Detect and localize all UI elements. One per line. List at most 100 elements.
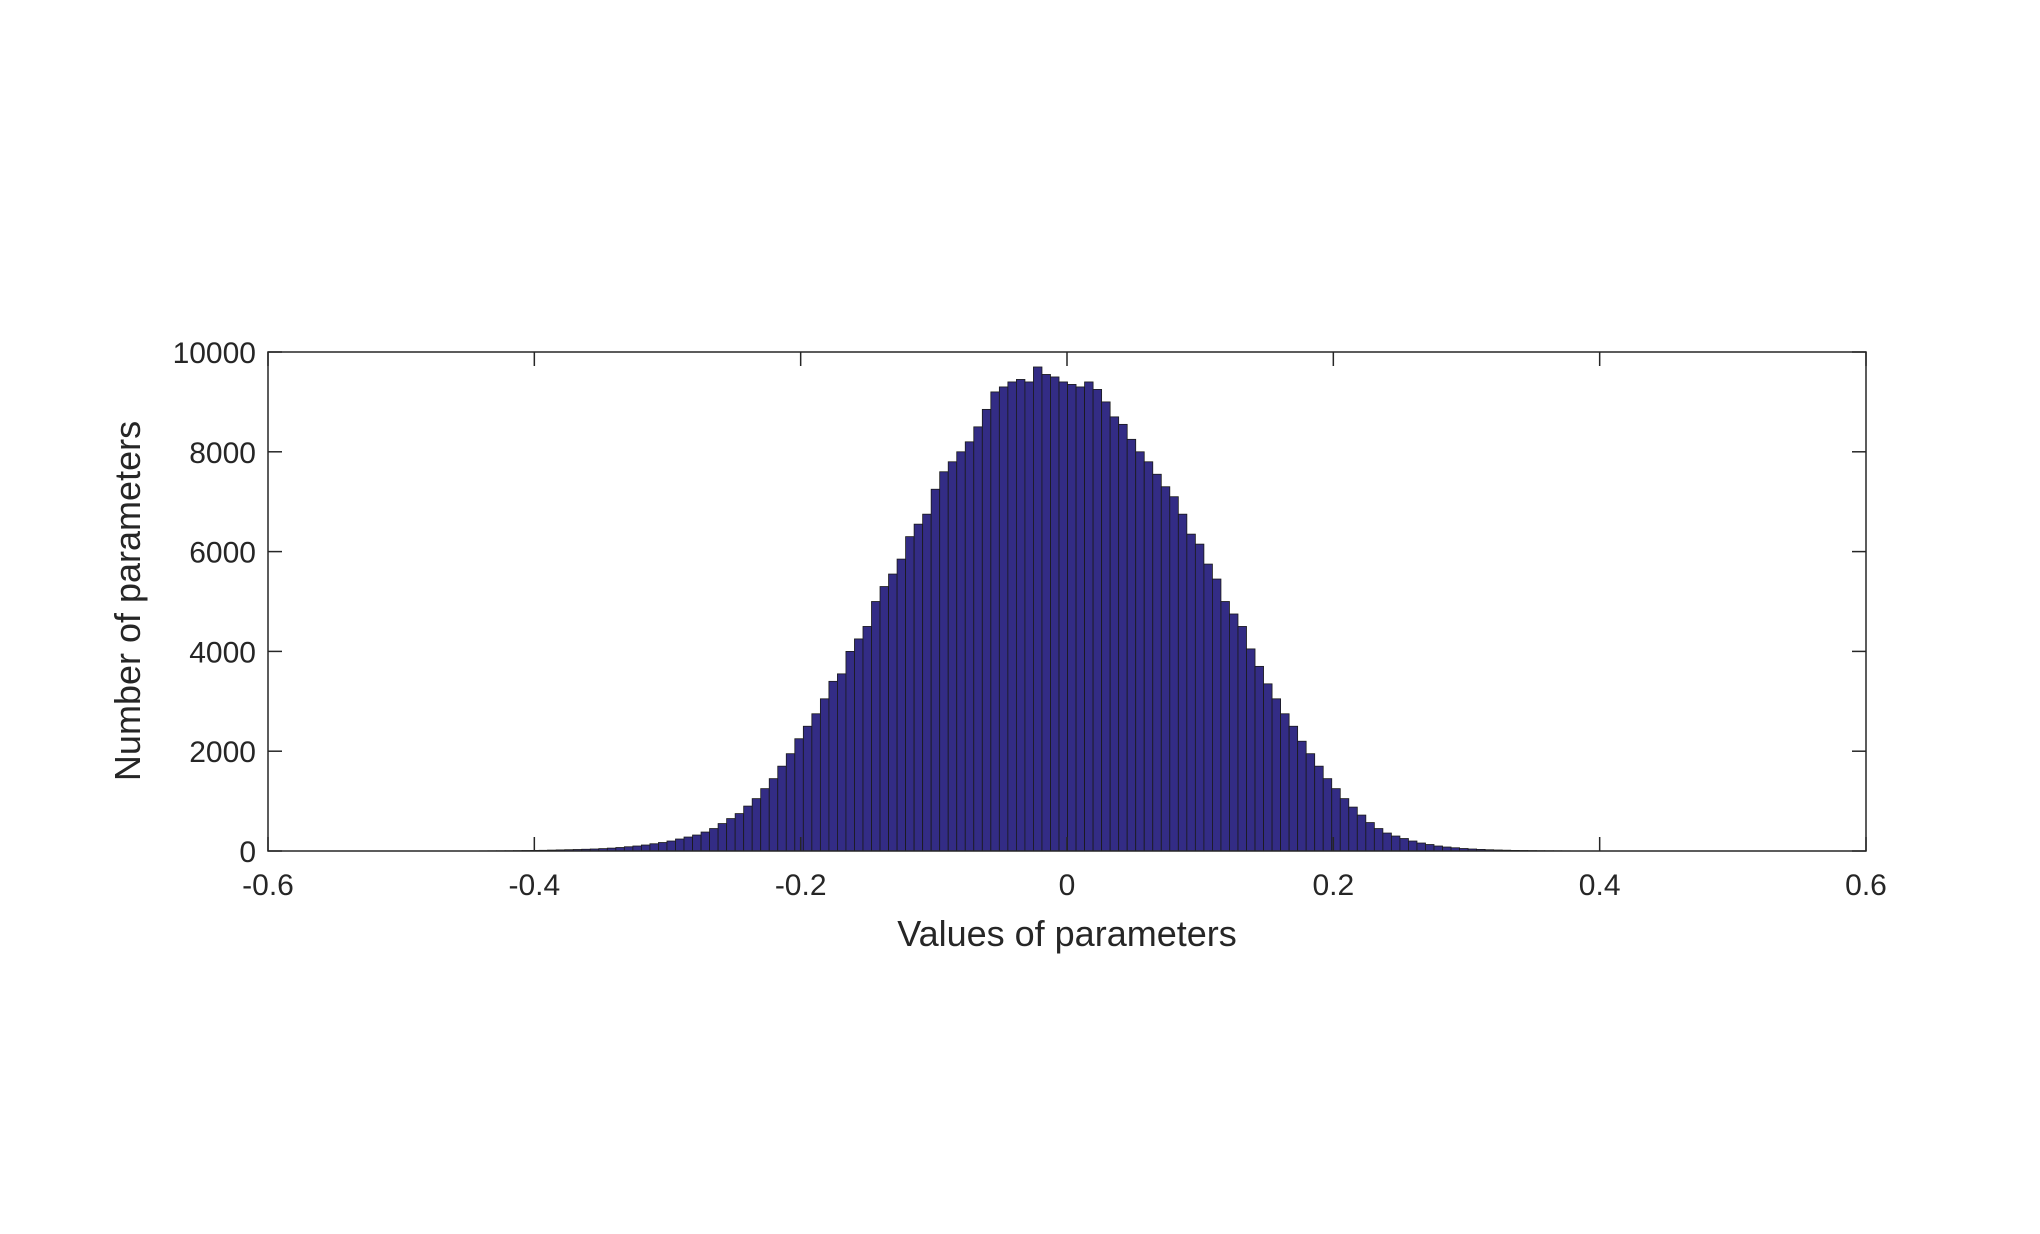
histogram-bar xyxy=(1314,765,1324,852)
histogram-bar xyxy=(649,843,659,852)
histogram-bar xyxy=(1084,381,1094,852)
histogram-bar xyxy=(1092,389,1103,852)
x-tick-label: 0 xyxy=(1059,869,1076,902)
histogram-bar xyxy=(1007,381,1017,852)
histogram-bar xyxy=(973,426,983,852)
histogram-bar xyxy=(692,834,702,852)
x-tick-label: -0.4 xyxy=(508,869,560,902)
y-tick-label: 4000 xyxy=(189,636,256,669)
histogram-bar xyxy=(1220,601,1230,852)
histogram-bar xyxy=(828,680,838,852)
x-tick-label: 0.2 xyxy=(1312,869,1354,902)
histogram-bar xyxy=(1425,844,1435,852)
histogram-bar xyxy=(1067,384,1077,852)
histogram-bar xyxy=(768,778,779,852)
histogram-bar xyxy=(1271,698,1281,852)
histogram-bar xyxy=(1160,486,1171,852)
histogram-bar xyxy=(1288,725,1299,852)
histogram-bar xyxy=(837,673,847,852)
histogram-bar xyxy=(1126,438,1137,852)
histogram-bar xyxy=(819,698,830,852)
histogram-bar xyxy=(709,828,719,852)
histogram-bar xyxy=(1339,798,1350,852)
histogram-bar xyxy=(1254,665,1264,852)
histogram-bar xyxy=(1356,814,1367,852)
histogram-bar xyxy=(1152,473,1162,852)
histogram-bar xyxy=(1203,563,1213,852)
histogram-bar xyxy=(888,573,898,852)
y-tick-label: 6000 xyxy=(189,537,256,570)
x-tick-label: 0.6 xyxy=(1845,869,1887,902)
x-axis-title: Values of parameters xyxy=(897,913,1237,954)
histogram-bar xyxy=(1101,401,1111,852)
histogram-bar xyxy=(964,441,975,852)
histogram-bar xyxy=(1177,513,1188,852)
histogram-bar xyxy=(802,725,813,852)
histogram-bar xyxy=(1135,451,1145,852)
histogram-bar xyxy=(1263,683,1273,852)
histogram-bar xyxy=(1024,381,1034,852)
histogram-bar xyxy=(1041,374,1051,852)
histogram-bar xyxy=(922,513,932,852)
histogram-bar xyxy=(751,798,762,852)
histogram-bar xyxy=(1408,840,1418,852)
histogram-bar xyxy=(777,765,787,852)
histogram-bar xyxy=(1322,778,1333,852)
y-axis-title: Number of parameters xyxy=(107,421,148,781)
histogram-bar xyxy=(1033,366,1043,852)
histogram-bar xyxy=(1373,828,1384,852)
histogram-bar xyxy=(1416,842,1426,852)
histogram-bar xyxy=(879,586,889,852)
histogram-bar xyxy=(794,738,804,852)
histogram-bar xyxy=(726,818,736,852)
histogram-bar xyxy=(1365,822,1375,852)
y-tick-label: 2000 xyxy=(189,736,256,769)
histogram-bar xyxy=(1237,626,1247,852)
histogram-bar xyxy=(947,461,958,852)
y-tick-label: 8000 xyxy=(189,437,256,470)
histogram-bar xyxy=(641,844,651,852)
x-axis-ticks: -0.6 -0.4 -0.2 0 0.2 0.4 0.6 xyxy=(242,352,1887,902)
histogram-bar xyxy=(1305,753,1316,852)
histogram-bar xyxy=(1118,423,1128,852)
histogram-bar xyxy=(1297,740,1307,852)
histogram-bar xyxy=(905,536,915,852)
histogram-bar xyxy=(981,408,992,852)
histogram-bar xyxy=(1246,648,1256,852)
x-tick-label: 0.4 xyxy=(1579,869,1621,902)
histogram-bar xyxy=(683,836,693,852)
histogram-bar xyxy=(896,558,907,852)
histogram-bar xyxy=(854,638,864,852)
y-tick-label: 0 xyxy=(239,836,256,869)
histogram-bar xyxy=(700,831,710,852)
histogram-bar xyxy=(1109,416,1120,852)
histogram-bar xyxy=(743,805,753,852)
histogram-bar xyxy=(658,842,668,852)
histogram-bar xyxy=(1399,838,1409,852)
histogram-bar xyxy=(1186,533,1196,852)
histogram-bar xyxy=(1229,613,1239,852)
histogram-bar xyxy=(1143,461,1154,852)
histogram-bar xyxy=(1058,381,1068,852)
histogram-bar xyxy=(862,626,872,852)
histogram-bar xyxy=(1390,835,1401,852)
histogram-bar xyxy=(717,823,728,852)
histogram-bar xyxy=(998,386,1009,852)
histogram-bar xyxy=(1050,376,1060,852)
histogram-bar xyxy=(913,523,924,852)
histogram-bar xyxy=(1280,713,1290,852)
histogram-bar xyxy=(956,451,966,852)
y-axis-ticks: 0 2000 4000 6000 8000 10000 xyxy=(173,337,1866,869)
histogram-bar xyxy=(1348,806,1358,852)
x-tick-label: -0.2 xyxy=(775,869,827,902)
histogram-bar xyxy=(1075,386,1085,852)
histogram-bar xyxy=(1169,496,1179,852)
x-tick-label: -0.6 xyxy=(242,869,294,902)
y-tick-label: 10000 xyxy=(173,337,256,370)
histogram-bar xyxy=(871,601,881,852)
histogram-bar xyxy=(845,651,855,852)
histogram-bar xyxy=(1212,578,1222,852)
histogram-bar xyxy=(990,391,1000,852)
histogram-bar xyxy=(930,488,941,852)
